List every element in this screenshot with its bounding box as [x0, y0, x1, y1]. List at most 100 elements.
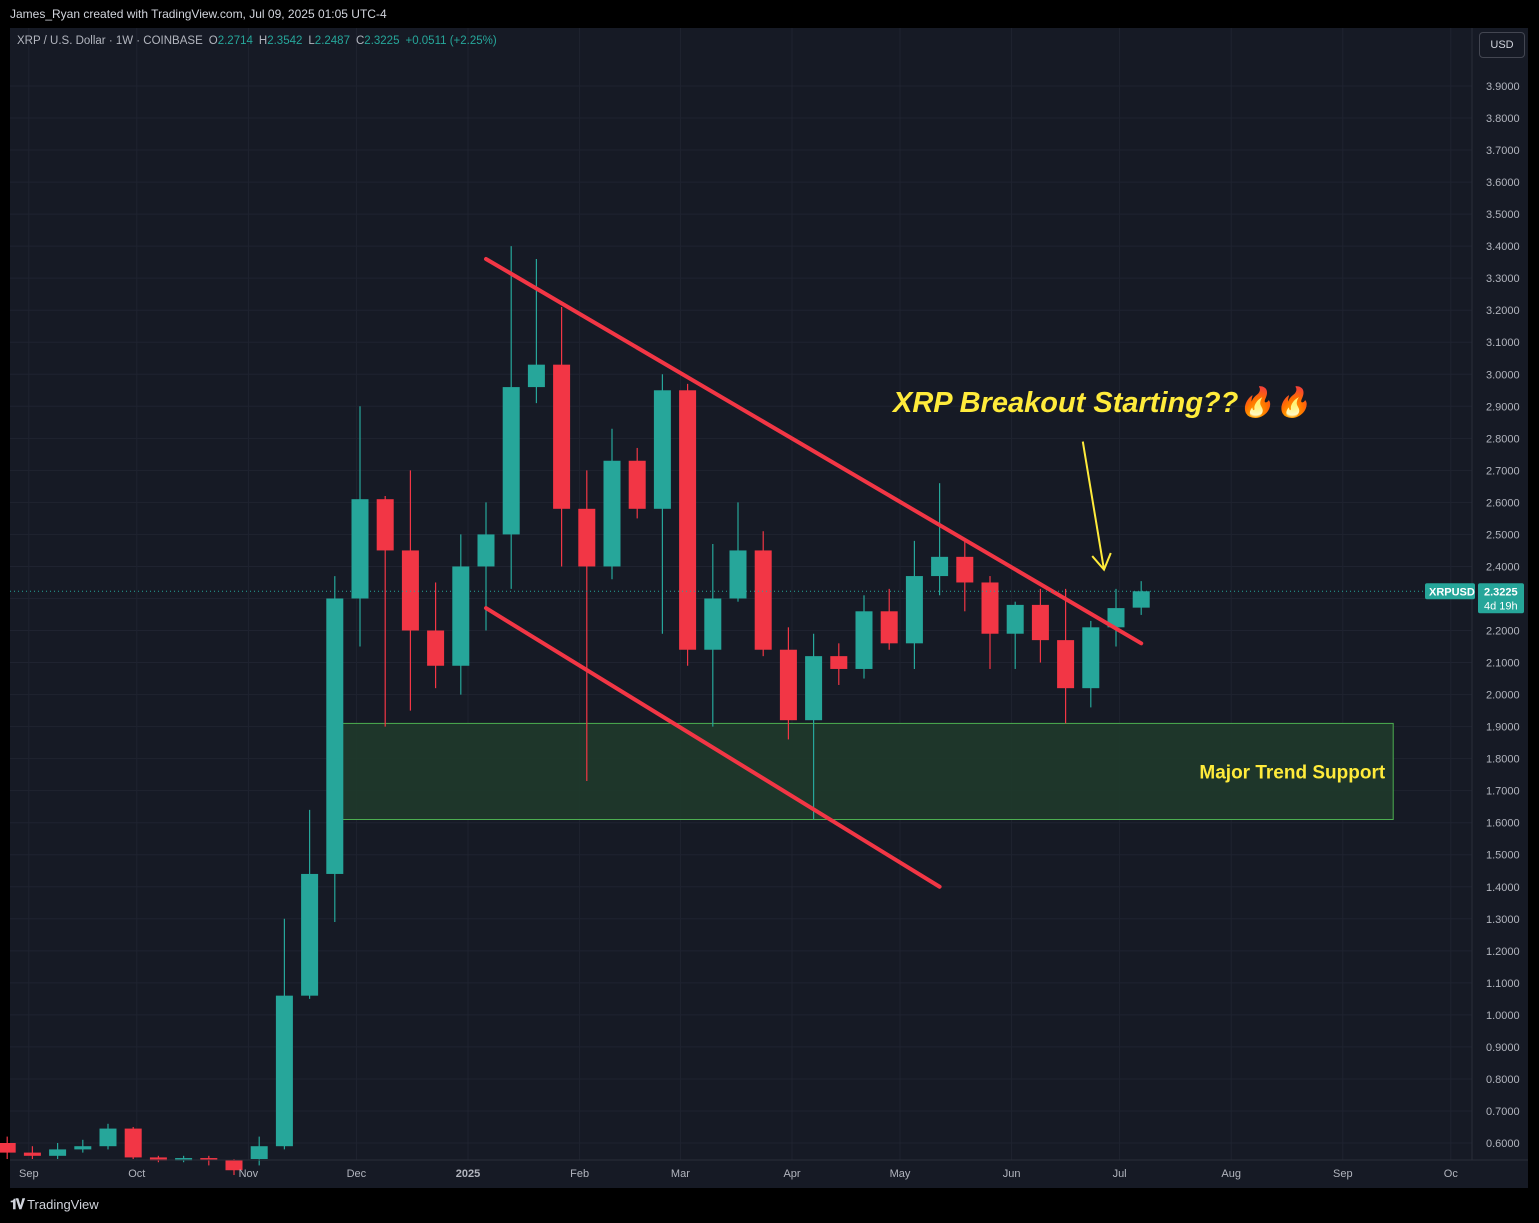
candle-body: [502, 387, 520, 535]
candle-body: [477, 534, 495, 567]
candle-body: [653, 390, 671, 509]
candle: [704, 544, 722, 727]
price-tick-label: 3.0000: [1486, 369, 1520, 381]
price-tick-label: 1.9000: [1486, 722, 1520, 734]
price-tick-label: 0.6000: [1486, 1138, 1520, 1150]
price-tick-label: 1.0000: [1486, 1010, 1520, 1022]
tradingview-logo-icon: 𝟏𝐕: [10, 1196, 25, 1212]
candle-body: [1107, 608, 1125, 628]
price-tick-label: 0.8000: [1486, 1074, 1520, 1086]
time-tick-label: Jun: [1003, 1168, 1021, 1180]
candle-body: [779, 649, 797, 721]
candle-body: [905, 576, 923, 644]
price-tick-label: 1.2000: [1486, 946, 1520, 958]
support-zone-label: Major Trend Support: [1199, 762, 1385, 783]
currency-button[interactable]: USD: [1479, 32, 1525, 58]
time-axis[interactable]: Sep Oct Nov Dec 2025 Feb Mar Apr May Jun Jul Aug Sep…: [10, 1159, 1528, 1180]
candle-body: [956, 556, 974, 583]
candle: [855, 595, 873, 679]
price-tick-label: 2.9000: [1486, 401, 1520, 413]
candle-body: [149, 1157, 167, 1161]
legend-high-label: H: [258, 35, 268, 47]
candle: [74, 1139, 92, 1153]
candle: [452, 534, 470, 695]
price-tick-label: 2.6000: [1486, 497, 1520, 509]
price-tick-label: 3.8000: [1486, 113, 1520, 125]
candle: [1057, 588, 1075, 724]
candle: [427, 582, 445, 689]
price-tick-label: 2.7000: [1486, 465, 1520, 477]
time-tick-label: Oc: [1444, 1168, 1459, 1180]
price-tick-label: 0.9000: [1486, 1042, 1520, 1054]
price-axis[interactable]: 0.6000 0.7000 0.8000 0.9000 1.0000 1.1000 1.20…: [1471, 28, 1520, 1160]
time-tick-label: Sep: [1333, 1168, 1353, 1180]
time-tick-label: May: [890, 1168, 911, 1180]
candle-body: [452, 566, 470, 666]
arrow-head: [1091, 552, 1112, 572]
time-tick-label: Mar: [671, 1168, 690, 1180]
candle: [275, 918, 293, 1150]
candle: [326, 576, 344, 922]
candle-body: [1006, 604, 1024, 634]
candle: [250, 1136, 268, 1166]
candle: [401, 470, 419, 711]
candle-body: [401, 550, 419, 631]
attribution-text: James_Ryan created with TradingView.com,…: [10, 7, 387, 21]
price-badge-countdown: 4d 19h: [1484, 600, 1518, 612]
candle-body: [527, 364, 545, 388]
price-tick-label: 2.5000: [1486, 529, 1520, 541]
time-tick-label: Jul: [1113, 1168, 1127, 1180]
price-tick-label: 2.2000: [1486, 626, 1520, 638]
candle: [149, 1155, 167, 1163]
price-tick-label: 1.1000: [1486, 978, 1520, 990]
attribution-bar: James_Ryan created with TradingView.com,…: [0, 0, 1539, 28]
candle: [905, 540, 923, 669]
candle: [981, 576, 999, 669]
candle: [628, 447, 646, 519]
candle-body: [679, 390, 697, 650]
legend-close-label: C: [355, 35, 365, 47]
candle: [1082, 620, 1100, 708]
support-zone-rect: [334, 722, 1394, 820]
candle: [376, 495, 394, 727]
candle-body: [225, 1159, 243, 1171]
candle-body: [931, 556, 949, 577]
candle: [830, 643, 848, 685]
candle-body: [427, 630, 445, 666]
candle-body: [200, 1158, 218, 1160]
price-tick-label: 3.2000: [1486, 305, 1520, 317]
candle-body: [1031, 604, 1049, 641]
candle: [603, 428, 621, 580]
time-tick-label: Sep: [19, 1168, 39, 1180]
legend-symbol: XRP / U.S. Dollar · 1W · COINBASE: [17, 35, 203, 47]
candle: [200, 1155, 218, 1166]
candle: [0, 1136, 16, 1160]
candle: [49, 1143, 67, 1160]
candle-body: [805, 656, 823, 721]
symbol-legend[interactable]: XRP / U.S. Dollar · 1W · COINBASE O 2.271…: [17, 35, 497, 47]
legend-low-label: L: [308, 35, 315, 47]
price-tick-label: 1.7000: [1486, 786, 1520, 798]
time-tick-label: Aug: [1221, 1168, 1241, 1180]
candle: [931, 483, 949, 596]
legend-low: 2.2487: [314, 35, 350, 47]
candle: [779, 627, 797, 740]
candle: [225, 1159, 243, 1176]
arrow-shaft: [1081, 441, 1105, 570]
candle-body: [704, 598, 722, 650]
time-tick-label: Nov: [239, 1168, 259, 1180]
candle-body: [830, 656, 848, 669]
candle: [351, 406, 369, 647]
candle-body: [1057, 640, 1075, 689]
time-tick-label: Feb: [570, 1168, 589, 1180]
candle-body: [124, 1128, 142, 1158]
candle-body: [99, 1128, 117, 1147]
legend-open: 2.2714: [217, 35, 253, 47]
candle-body: [754, 550, 772, 650]
time-tick-label: Oct: [128, 1168, 145, 1180]
footer-bar: 𝟏𝐕 TradingView: [0, 1188, 1539, 1223]
tradingview-logo[interactable]: 𝟏𝐕 TradingView: [10, 1196, 99, 1213]
price-tick-label: 1.6000: [1486, 818, 1520, 830]
candle-body: [351, 499, 369, 599]
